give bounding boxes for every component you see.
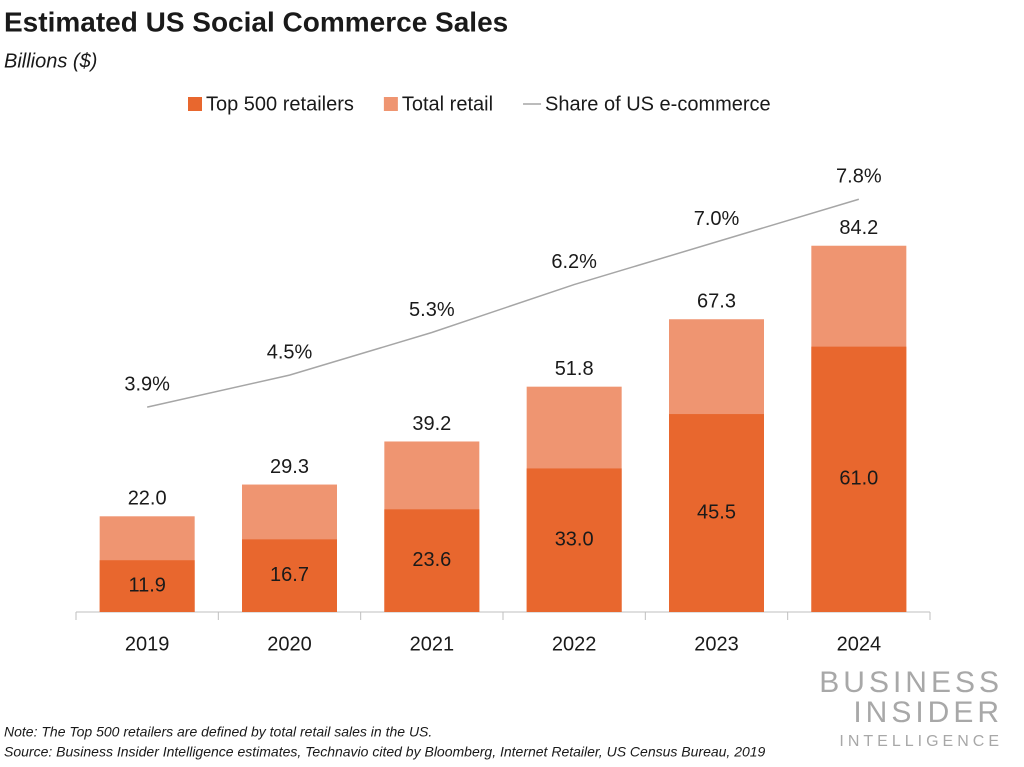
data-label: 51.8 — [555, 358, 594, 380]
logo-line: INSIDER — [853, 696, 1003, 729]
legend-label: Share of US e-commerce — [545, 93, 771, 115]
bar — [242, 539, 337, 612]
x-tick-label: 2019 — [125, 633, 170, 655]
line-label: 3.9% — [124, 373, 170, 395]
logo-line: INTELLIGENCE — [839, 733, 1003, 750]
data-label: 33.0 — [555, 529, 594, 551]
x-tick-label: 2022 — [552, 633, 597, 655]
note: Note: The Top 500 retailers are defined … — [4, 724, 432, 740]
data-label: 84.2 — [839, 217, 878, 239]
legend-swatch — [188, 97, 202, 111]
bar — [526, 468, 622, 612]
x-tick-label: 2023 — [694, 633, 739, 655]
data-label: 16.7 — [270, 564, 309, 586]
x-tick-label: 2024 — [837, 633, 882, 655]
bar — [99, 560, 195, 612]
data-label: 23.6 — [412, 549, 451, 571]
x-tick-label: 2020 — [267, 633, 312, 655]
line — [147, 198, 860, 408]
data-label: 45.5 — [697, 501, 736, 523]
legend-label: Top 500 retailers — [206, 93, 354, 115]
line-label: 7.8% — [836, 166, 882, 188]
data-label: 11.9 — [128, 574, 165, 596]
logo-line: BUSINESS — [819, 666, 1003, 699]
data-label: 29.3 — [270, 456, 309, 478]
data-label: 67.3 — [697, 291, 736, 313]
line-label: 6.2% — [551, 251, 597, 273]
bar — [811, 346, 907, 612]
data-label: 61.0 — [839, 468, 878, 490]
bar — [669, 414, 764, 612]
line-label: 7.0% — [694, 208, 740, 230]
source: Source: Business Insider Intelligence es… — [4, 744, 766, 760]
x-tick-label: 2021 — [410, 633, 455, 655]
line-label: 5.3% — [409, 299, 455, 321]
chart-title: Estimated US Social Commerce Sales — [4, 6, 508, 37]
chart-subtitle: Billions ($) — [4, 50, 97, 72]
data-label: 39.2 — [412, 413, 451, 435]
bar — [384, 509, 480, 612]
legend-label: Total retail — [402, 93, 493, 115]
line-label: 4.5% — [267, 341, 313, 363]
legend-swatch — [383, 97, 398, 111]
data-label: 22.0 — [128, 488, 167, 510]
